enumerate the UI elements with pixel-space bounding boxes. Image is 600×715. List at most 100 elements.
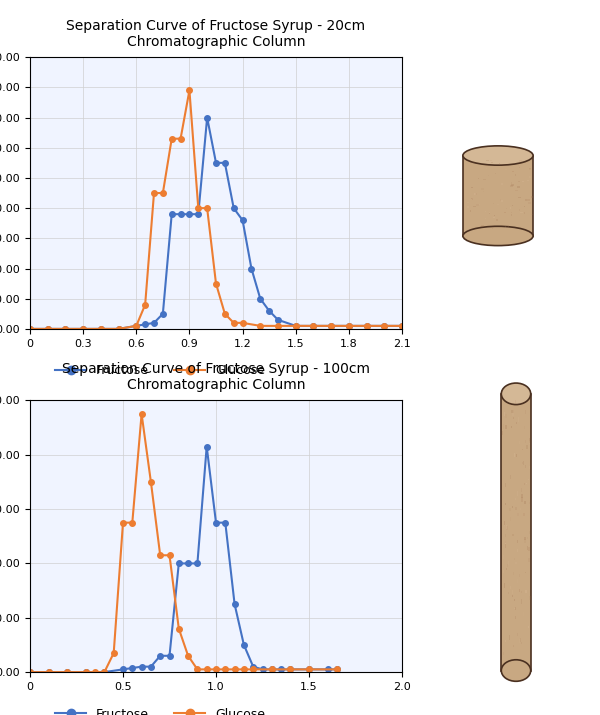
Line: Fructose: Fructose bbox=[27, 444, 340, 675]
Bar bbox=[524, 537, 526, 540]
Bar bbox=[524, 539, 526, 543]
Bar bbox=[511, 182, 512, 184]
Bar bbox=[523, 513, 524, 516]
Bar bbox=[512, 533, 514, 536]
Bar bbox=[521, 494, 523, 498]
Bar bbox=[514, 453, 515, 457]
Bar bbox=[522, 448, 523, 450]
Bar bbox=[504, 583, 505, 588]
Legend: Fructose, Glucose: Fructose, Glucose bbox=[50, 703, 271, 715]
Title: Separation Curve of Fructose Syrup - 100cm
Chromatographic Column: Separation Curve of Fructose Syrup - 100… bbox=[62, 362, 370, 393]
Fructose bbox=[278, 665, 285, 674]
Bar bbox=[525, 590, 527, 593]
Bar bbox=[528, 626, 529, 628]
Bar bbox=[529, 503, 530, 504]
Glucose bbox=[91, 668, 98, 676]
Bar bbox=[515, 400, 517, 404]
Bar bbox=[511, 410, 512, 413]
Glucose bbox=[175, 624, 182, 633]
Fructose bbox=[221, 159, 229, 167]
Bar bbox=[527, 546, 528, 550]
Glucose bbox=[363, 322, 370, 330]
Bar bbox=[505, 425, 506, 429]
Bar bbox=[531, 196, 533, 198]
Fructose bbox=[97, 325, 104, 333]
Glucose bbox=[194, 665, 201, 674]
Bar bbox=[517, 549, 518, 553]
Bar bbox=[506, 526, 507, 528]
Bar bbox=[496, 220, 498, 221]
Line: Fructose: Fructose bbox=[27, 115, 405, 332]
Glucose bbox=[212, 665, 220, 674]
Bar bbox=[474, 193, 476, 194]
Glucose bbox=[274, 322, 281, 330]
Glucose bbox=[142, 300, 149, 309]
Fructose bbox=[142, 320, 149, 329]
Fructose bbox=[248, 265, 255, 273]
Bar bbox=[515, 562, 517, 564]
Bar bbox=[529, 440, 530, 443]
Glucose bbox=[250, 665, 257, 674]
Fructose bbox=[62, 325, 69, 333]
Bar bbox=[513, 417, 514, 420]
Bar bbox=[470, 209, 471, 212]
Fructose bbox=[231, 600, 238, 608]
Fructose bbox=[268, 665, 275, 674]
Bar bbox=[517, 579, 518, 583]
Fructose bbox=[138, 662, 145, 671]
Bar bbox=[521, 488, 522, 492]
Bar bbox=[521, 497, 523, 501]
Bar bbox=[467, 230, 469, 231]
Fructose bbox=[203, 113, 211, 122]
Bar bbox=[502, 394, 531, 671]
Bar bbox=[472, 198, 473, 199]
Fructose bbox=[44, 325, 52, 333]
Bar bbox=[486, 167, 487, 169]
Glucose bbox=[203, 665, 211, 674]
Glucose bbox=[26, 668, 34, 676]
Fructose bbox=[175, 559, 182, 568]
Fructose bbox=[186, 210, 193, 219]
Bar bbox=[521, 566, 523, 569]
Bar bbox=[505, 641, 506, 642]
Bar bbox=[512, 413, 514, 416]
Bar bbox=[528, 478, 529, 480]
Glucose bbox=[166, 551, 173, 560]
Bar bbox=[476, 204, 479, 206]
Bar bbox=[490, 160, 492, 162]
Fructose bbox=[45, 668, 52, 676]
Bar bbox=[501, 183, 503, 185]
Glucose bbox=[398, 322, 406, 330]
Bar bbox=[471, 198, 473, 199]
Bar bbox=[511, 214, 512, 217]
Fructose bbox=[203, 443, 211, 451]
Bar bbox=[505, 534, 506, 537]
Bar bbox=[516, 422, 517, 425]
Bar bbox=[509, 636, 511, 640]
Bar bbox=[517, 540, 518, 543]
Fructose bbox=[26, 668, 34, 676]
Bar bbox=[467, 202, 469, 204]
Fructose bbox=[259, 665, 266, 674]
Fructose bbox=[240, 641, 247, 649]
Glucose bbox=[148, 478, 155, 486]
Bar bbox=[528, 547, 530, 551]
Glucose bbox=[268, 665, 275, 674]
Bar bbox=[505, 541, 506, 543]
Bar bbox=[517, 633, 518, 636]
Bar bbox=[497, 204, 499, 205]
Bar bbox=[527, 199, 530, 201]
Glucose bbox=[257, 322, 264, 330]
Bar bbox=[515, 189, 518, 191]
Bar bbox=[525, 465, 526, 468]
Bar bbox=[479, 204, 480, 205]
Bar bbox=[506, 526, 508, 530]
Fructose bbox=[119, 665, 127, 674]
Bar bbox=[505, 541, 506, 543]
Glucose bbox=[334, 665, 341, 674]
Bar bbox=[508, 592, 509, 594]
Bar bbox=[521, 599, 522, 604]
Bar bbox=[519, 441, 520, 444]
Bar bbox=[529, 442, 530, 444]
Glucose bbox=[80, 325, 87, 333]
